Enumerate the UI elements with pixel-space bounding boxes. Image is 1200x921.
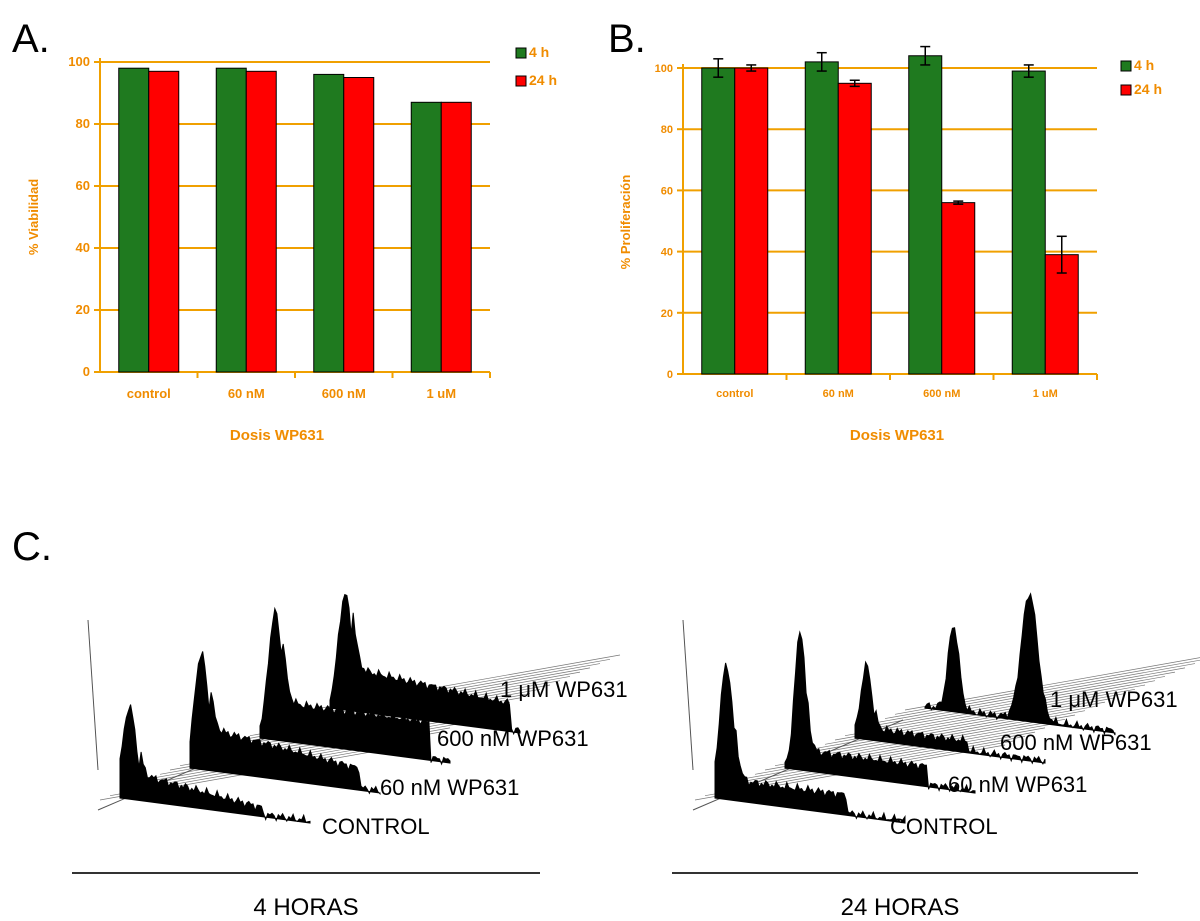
bar-4h <box>908 55 943 375</box>
hist-right-title: 24 HORAS <box>841 894 960 921</box>
bar-24h <box>837 82 872 375</box>
flow-histograms: 1 μM WP631 600 nM WP631 60 nM WP631 CONT… <box>72 592 1200 921</box>
bar-24h <box>148 70 180 373</box>
hist-left-label-600nm: 600 nM WP631 <box>437 726 589 751</box>
bar-4h <box>410 101 442 373</box>
y-tick-label: 60 <box>661 185 673 197</box>
y-tick-label: 40 <box>661 247 673 259</box>
y-tick-label: 60 <box>76 178 90 193</box>
histogram-trace <box>189 651 381 796</box>
x-tick-label: 60 nM <box>228 386 265 401</box>
legend-label: 4 h <box>529 44 549 60</box>
floor-hatch <box>854 676 1166 732</box>
bar-4h <box>215 67 247 373</box>
bar-24h <box>245 70 277 373</box>
bar-24h <box>440 101 472 373</box>
histogram-trace <box>924 592 1116 736</box>
panel-label-a: A. <box>12 17 50 61</box>
x-tick-label: 1 uM <box>426 386 456 401</box>
y-tick-label: 40 <box>76 240 90 255</box>
hist-left-label-control: CONTROL <box>322 814 430 839</box>
histogram-trace <box>784 630 976 794</box>
y-tick-label: 80 <box>661 124 673 136</box>
y-tick-label: 100 <box>655 63 673 75</box>
y-tick-label: 0 <box>83 364 90 379</box>
bar-4h <box>313 73 345 373</box>
hist-right-label-600nm: 600 nM WP631 <box>1000 730 1152 755</box>
x-axis-label: Dosis WP631 <box>230 427 324 444</box>
floor-hatch <box>734 727 1046 784</box>
back-axis <box>682 619 694 771</box>
bar-4h <box>1011 70 1046 375</box>
x-tick-label: 600 nM <box>322 386 366 401</box>
x-tick-label: control <box>127 386 171 401</box>
legend-swatch <box>1120 84 1132 96</box>
legend-swatch <box>1120 60 1132 72</box>
bar-24h <box>734 67 769 375</box>
hist-right-label-control: CONTROL <box>890 814 998 839</box>
x-tick-label: 60 nM <box>823 388 854 400</box>
back-axis <box>87 619 99 771</box>
histogram-trace <box>119 704 311 824</box>
hist-left-label-60nm: 60 nM WP631 <box>380 775 519 800</box>
floor-hatch <box>794 701 1106 758</box>
y-tick-label: 20 <box>76 302 90 317</box>
hist-left-title: 4 HORAS <box>253 894 358 921</box>
bar-24h <box>343 77 375 373</box>
x-axis-label: Dosis WP631 <box>850 427 944 444</box>
bar-4h <box>118 67 150 373</box>
histogram-group-4h <box>87 593 621 824</box>
legend-label: 4 h <box>1134 57 1154 73</box>
y-axis-label: % Viabilidad <box>26 179 41 255</box>
floor-hatch <box>844 680 1156 737</box>
y-tick-label: 80 <box>76 116 90 131</box>
legend-label: 24 h <box>529 72 557 88</box>
y-tick-label: 0 <box>667 369 673 381</box>
floor-hatch <box>804 697 1116 754</box>
panel-label-b: B. <box>608 17 646 61</box>
bar-4h <box>701 67 736 375</box>
y-axis-label: % Proliferación <box>618 175 633 270</box>
histogram-trace <box>329 593 521 736</box>
y-tick-label: 20 <box>661 308 673 320</box>
bar-24h <box>1044 254 1079 375</box>
hist-right-label-1um: 1 μM WP631 <box>1050 687 1178 712</box>
bar-24h <box>941 202 976 375</box>
histogram-trace <box>714 662 906 824</box>
y-tick-label: 100 <box>68 54 90 69</box>
hist-left-label-1um: 1 μM WP631 <box>500 677 628 702</box>
legend-label: 24 h <box>1134 81 1162 97</box>
x-tick-label: 1 uM <box>1033 388 1058 400</box>
histogram-trace <box>854 660 1046 765</box>
panel-label-c: C. <box>12 525 52 569</box>
legend-swatch <box>515 47 527 59</box>
legend-swatch <box>515 75 527 87</box>
hist-right-label-60nm: 60 nM WP631 <box>948 772 1087 797</box>
chart-b: 0 20 40 60 80 100 control 60 nM 600 nM 1 uM Dosis … <box>618 45 1162 444</box>
x-tick-label: 600 nM <box>923 388 960 400</box>
histogram-trace <box>259 606 451 766</box>
histogram-group-24h <box>682 592 1200 824</box>
bar-4h <box>804 61 839 375</box>
chart-a: 0 20 40 60 80 100 control 60 nM 600 nM 1 uM Dosis … <box>26 44 557 444</box>
x-tick-label: control <box>716 388 753 400</box>
